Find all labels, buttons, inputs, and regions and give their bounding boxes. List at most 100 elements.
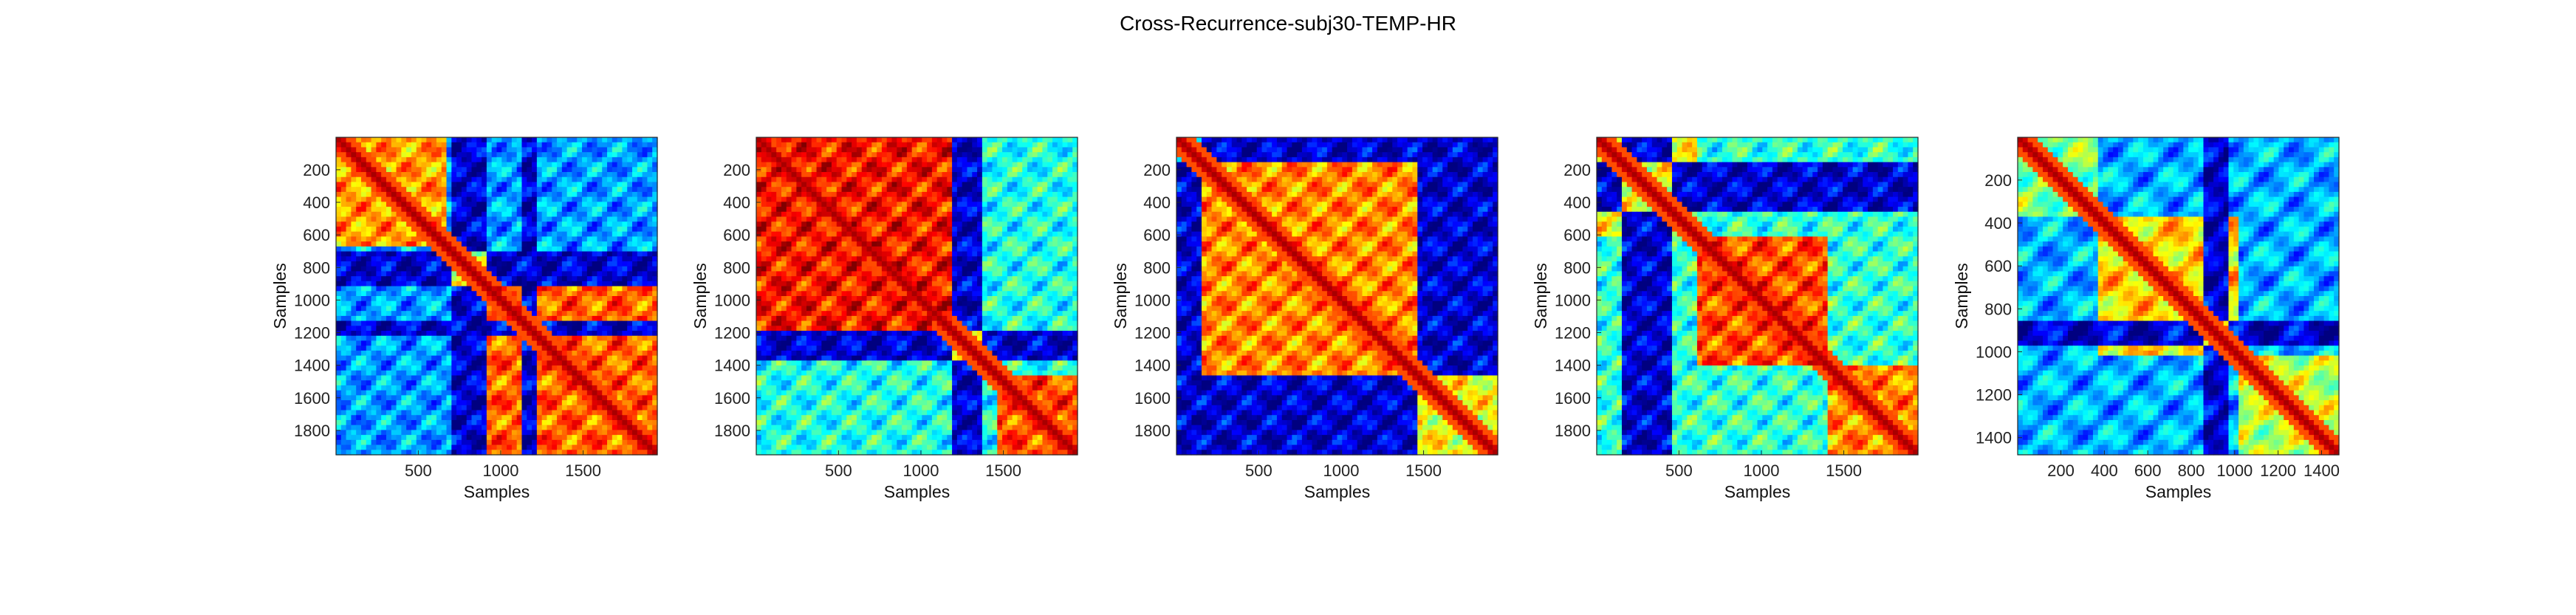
heatmap-cell	[391, 405, 397, 411]
heatmap-cell	[401, 176, 407, 183]
heatmap-cell	[491, 370, 498, 377]
heatmap-cell	[471, 221, 477, 227]
heatmap-cell	[376, 410, 382, 416]
heatmap-cell	[507, 211, 513, 218]
heatmap-cell	[617, 450, 623, 456]
heatmap-cell	[521, 439, 527, 446]
heatmap-cell	[881, 182, 888, 188]
heatmap-cell	[572, 241, 578, 247]
heatmap-cell	[821, 182, 827, 188]
heatmap-cell	[436, 385, 442, 391]
heatmap-cell	[411, 439, 417, 446]
heatmap-cell	[566, 425, 573, 431]
heatmap-cell	[356, 350, 362, 357]
heatmap-cell	[566, 251, 573, 257]
heatmap-cell	[421, 340, 427, 346]
heatmap-cell	[602, 360, 608, 366]
heatmap-cell	[597, 300, 603, 307]
heatmap-cell	[381, 216, 387, 222]
heatmap-cell	[532, 375, 538, 381]
heatmap-cell	[360, 162, 367, 168]
heatmap-cell	[401, 405, 407, 411]
heatmap-cell	[376, 152, 382, 158]
heatmap-cell	[371, 315, 377, 322]
heatmap-cell	[1037, 137, 1044, 143]
heatmap-cell	[911, 147, 918, 153]
heatmap-cell	[391, 187, 397, 193]
heatmap-cell	[557, 152, 563, 158]
heatmap-cell	[376, 187, 382, 193]
heatmap-cell	[632, 430, 638, 436]
heatmap-cell	[952, 176, 958, 183]
heatmap-cell	[922, 137, 928, 143]
heatmap-cell	[566, 152, 573, 158]
heatmap-cell	[627, 172, 633, 178]
heatmap-cell	[622, 435, 628, 441]
heatmap-cell	[637, 231, 643, 237]
heatmap-cell	[521, 137, 527, 143]
heatmap-cell	[942, 157, 948, 163]
heatmap-cell	[796, 187, 802, 193]
heatmap-cell	[406, 281, 412, 287]
heatmap-cell	[541, 191, 548, 198]
heatmap-cell	[561, 291, 568, 297]
heatmap-cell	[416, 306, 422, 312]
heatmap-cell	[391, 191, 397, 198]
heatmap-cell	[486, 256, 493, 262]
heatmap-cell	[1067, 187, 1073, 193]
heatmap-cell	[627, 385, 633, 391]
heatmap-cell	[521, 152, 527, 158]
heatmap-cell	[856, 142, 863, 148]
heatmap-cell	[597, 340, 603, 346]
heatmap-cell	[511, 246, 518, 252]
heatmap-cell	[356, 191, 362, 198]
heatmap-cell	[351, 326, 357, 331]
heatmap-cell	[421, 256, 427, 262]
heatmap-cell	[532, 370, 538, 377]
heatmap-cell	[992, 182, 998, 188]
heatmap-cell	[371, 167, 377, 173]
heatmap-cell	[1052, 152, 1058, 158]
heatmap-cell	[441, 385, 448, 391]
heatmap-cell	[527, 350, 532, 357]
heatmap-cell	[416, 196, 422, 202]
heatmap-cell	[416, 256, 422, 262]
heatmap-cell	[577, 444, 583, 450]
heatmap-cell	[536, 355, 543, 361]
heatmap-cell	[552, 202, 558, 207]
heatmap-cell	[386, 425, 392, 431]
heatmap-cell	[351, 137, 357, 143]
heatmap-cell	[977, 157, 983, 163]
heatmap-cell	[436, 162, 442, 168]
heatmap-cell	[466, 390, 473, 396]
heatmap-cell	[396, 430, 402, 436]
heatmap-cell	[511, 326, 518, 331]
heatmap-cell	[871, 167, 877, 173]
heatmap-cell	[637, 435, 643, 441]
heatmap-cell	[366, 256, 372, 262]
heatmap-cell	[466, 306, 473, 312]
heatmap-cell	[776, 187, 782, 193]
heatmap-cells	[756, 137, 1078, 456]
heatmap-cell	[642, 286, 648, 292]
heatmap-cell	[360, 266, 367, 272]
heatmap-cell	[527, 196, 532, 202]
heatmap-cell	[547, 419, 552, 426]
heatmap-cell	[376, 340, 382, 346]
heatmap-cell	[566, 390, 573, 396]
heatmap-cell	[561, 300, 568, 307]
heatmap-cell	[527, 375, 532, 381]
heatmap-cell	[441, 196, 448, 202]
heatmap-cell	[426, 226, 432, 233]
heatmap-cell	[906, 196, 913, 202]
heatmap-cell	[582, 266, 588, 272]
heatmap-cell	[436, 147, 442, 153]
heatmap-cell	[602, 395, 608, 401]
heatmap-cell	[486, 340, 493, 346]
heatmap-cell	[886, 147, 893, 153]
heatmap-cell	[627, 231, 633, 237]
heatmap-cell	[982, 176, 988, 183]
heatmap-cell	[816, 142, 822, 148]
heatmap-cell	[992, 157, 998, 163]
heatmap-cell	[376, 425, 382, 431]
